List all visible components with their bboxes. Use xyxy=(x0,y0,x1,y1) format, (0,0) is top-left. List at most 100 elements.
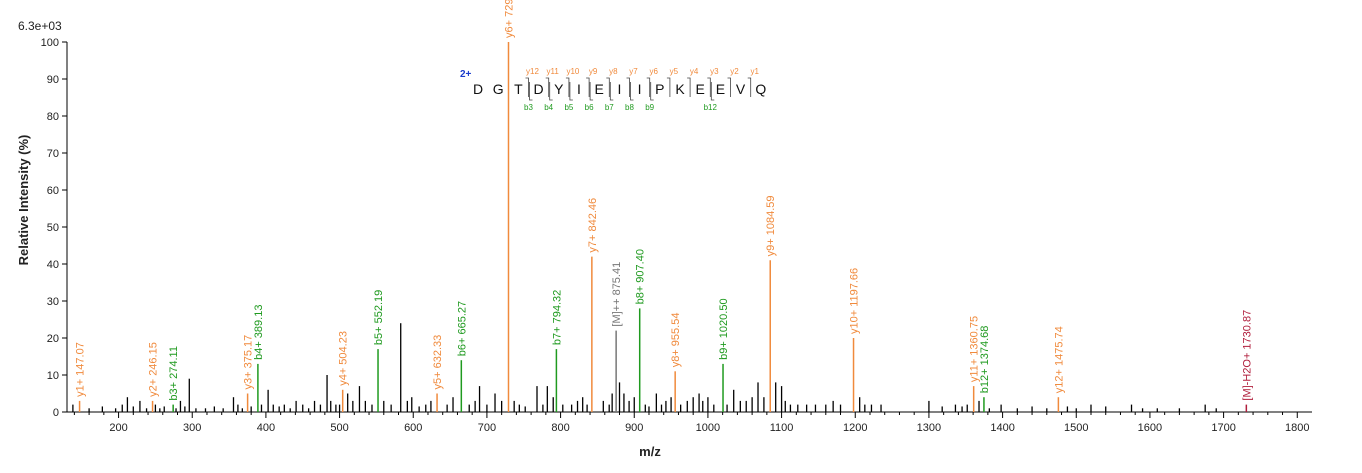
peak-label: y11+ 1360.75 xyxy=(969,316,981,382)
peak-label: y8+ 955.54 xyxy=(670,313,682,368)
y-ion-label: y10 xyxy=(566,67,579,76)
y-tick-label: 50 xyxy=(47,222,59,234)
y-ion-bracket xyxy=(586,77,590,97)
peak-label: y1+ 147.07 xyxy=(75,342,87,397)
y-ion-label: y8 xyxy=(609,67,618,76)
peak-label: y4+ 504.23 xyxy=(338,331,350,386)
y-tick-label: 100 xyxy=(41,37,59,49)
x-tick-label: 1600 xyxy=(1138,422,1162,434)
b-ion-label: b7 xyxy=(605,103,614,112)
sequence-residue: E xyxy=(696,81,705,97)
peak-label: y9+ 1084.59 xyxy=(765,195,777,256)
x-tick-label: 500 xyxy=(330,422,348,434)
sequence-residue: D xyxy=(473,81,483,97)
b-ion-bracket xyxy=(529,82,533,101)
peak-label: y12+ 1475.74 xyxy=(1053,326,1065,393)
peaks xyxy=(72,42,1248,412)
y-ion-bracket xyxy=(646,77,651,97)
sequence-residue: Y xyxy=(554,81,564,97)
peak-label: y6+ 729.3 xyxy=(503,0,515,38)
sequence-residue: E xyxy=(716,81,725,97)
x-tick-label: 1300 xyxy=(917,422,941,434)
x-tick-label: 800 xyxy=(551,422,569,434)
sequence-residue: E xyxy=(595,81,604,97)
peak-label: y7+ 842.46 xyxy=(587,198,599,253)
y-ion-label: y1 xyxy=(750,67,759,76)
y-ion-label: y5 xyxy=(670,67,679,76)
x-tick-label: 900 xyxy=(625,422,643,434)
y-ion-bracket xyxy=(666,77,671,97)
x-tick-label: 1400 xyxy=(990,422,1014,434)
y-tick-label: 10 xyxy=(47,370,59,382)
charge-state: 2+ xyxy=(460,69,472,80)
y-tick-label: 90 xyxy=(47,74,59,86)
sequence-residue: P xyxy=(655,81,664,97)
y-tick-label: 60 xyxy=(47,185,59,197)
peak-label: y3+ 375.17 xyxy=(243,335,255,390)
max-intensity-label: 6.3e+03 xyxy=(18,19,62,33)
y-ion-bracket xyxy=(727,77,731,97)
y-tick-label: 0 xyxy=(53,407,59,419)
sequence-residue: I xyxy=(638,81,642,97)
y-tick-label: 80 xyxy=(47,111,59,123)
b-ion-label: b5 xyxy=(564,103,573,112)
b-ion-bracket xyxy=(650,82,654,101)
x-tick-label: 1500 xyxy=(1064,422,1088,434)
y-ion-bracket xyxy=(525,77,529,97)
x-tick-label: 600 xyxy=(404,422,422,434)
sequence-residue: I xyxy=(577,81,581,97)
peak-label: b3+ 274.11 xyxy=(168,346,180,401)
sequence-residue: G xyxy=(493,81,504,97)
sequence-residue: T xyxy=(514,81,523,97)
peak-label: b8+ 907.40 xyxy=(635,249,647,304)
y-ion-label: y7 xyxy=(629,67,638,76)
y-ion-label: y3 xyxy=(710,67,719,76)
b-ion-label: b4 xyxy=(544,103,553,112)
b-ion-label: b12 xyxy=(704,103,718,112)
y-ion-label: y12 xyxy=(526,67,539,76)
axes xyxy=(62,41,1312,418)
sequence-residue: D xyxy=(534,81,544,97)
peak-label: b5+ 552.19 xyxy=(373,290,385,345)
peak-label: y2+ 246.15 xyxy=(148,342,160,397)
y-ion-label: y2 xyxy=(730,67,739,76)
b-ion-bracket xyxy=(710,82,715,101)
x-tick-label: 400 xyxy=(257,422,275,434)
b-ion-label: b8 xyxy=(625,103,634,112)
peak-label: b7+ 794.32 xyxy=(551,290,563,345)
y-ion-bracket xyxy=(687,77,691,97)
sequence-residue: I xyxy=(617,81,621,97)
sequence-residue: V xyxy=(736,81,746,97)
peak-label: b12+ 1374.68 xyxy=(979,326,991,394)
peak-label: [M]-H2O+ 1730.87 xyxy=(1241,310,1253,401)
x-tick-label: 200 xyxy=(109,422,127,434)
y-ion-label: y6 xyxy=(649,67,658,76)
y-ion-bracket xyxy=(606,77,610,97)
y-ion-label: y9 xyxy=(589,67,598,76)
y-tick-label: 20 xyxy=(47,333,59,345)
b-ion-bracket xyxy=(630,82,634,101)
sequence-residue: Q xyxy=(755,81,766,97)
x-tick-label: 1200 xyxy=(843,422,867,434)
y-tick-label: 70 xyxy=(47,148,59,160)
peak-label: y10+ 1197.66 xyxy=(849,268,861,334)
x-tick-label: 700 xyxy=(478,422,496,434)
tick-labels: 0 10 20 30 40 50 60 70 80 90 100 200 300 400 500 600 700… xyxy=(41,37,1310,434)
y-ion-label: y11 xyxy=(547,67,560,76)
x-axis-title: m/z xyxy=(639,444,661,459)
b-ion-bracket xyxy=(609,82,614,101)
y-tick-label: 30 xyxy=(47,296,59,308)
y-ion-bracket xyxy=(626,77,630,97)
b-ion-bracket xyxy=(589,82,594,101)
b-ion-label: b3 xyxy=(524,103,533,112)
x-tick-label: 1700 xyxy=(1211,422,1235,434)
b-ion-label: b9 xyxy=(645,103,654,112)
peak-label: [M]++ 875.41 xyxy=(611,262,623,327)
x-tick-label: 300 xyxy=(183,422,201,434)
b-ion-label: b6 xyxy=(585,103,594,112)
y-ion-bracket xyxy=(747,77,752,97)
peak-labels: y1+ 147.07 y2+ 246.15 b3+ 274.11 y3+ 375.17… xyxy=(75,0,1254,401)
y-ion-bracket xyxy=(565,77,570,97)
x-tick-label: 1800 xyxy=(1285,422,1309,434)
